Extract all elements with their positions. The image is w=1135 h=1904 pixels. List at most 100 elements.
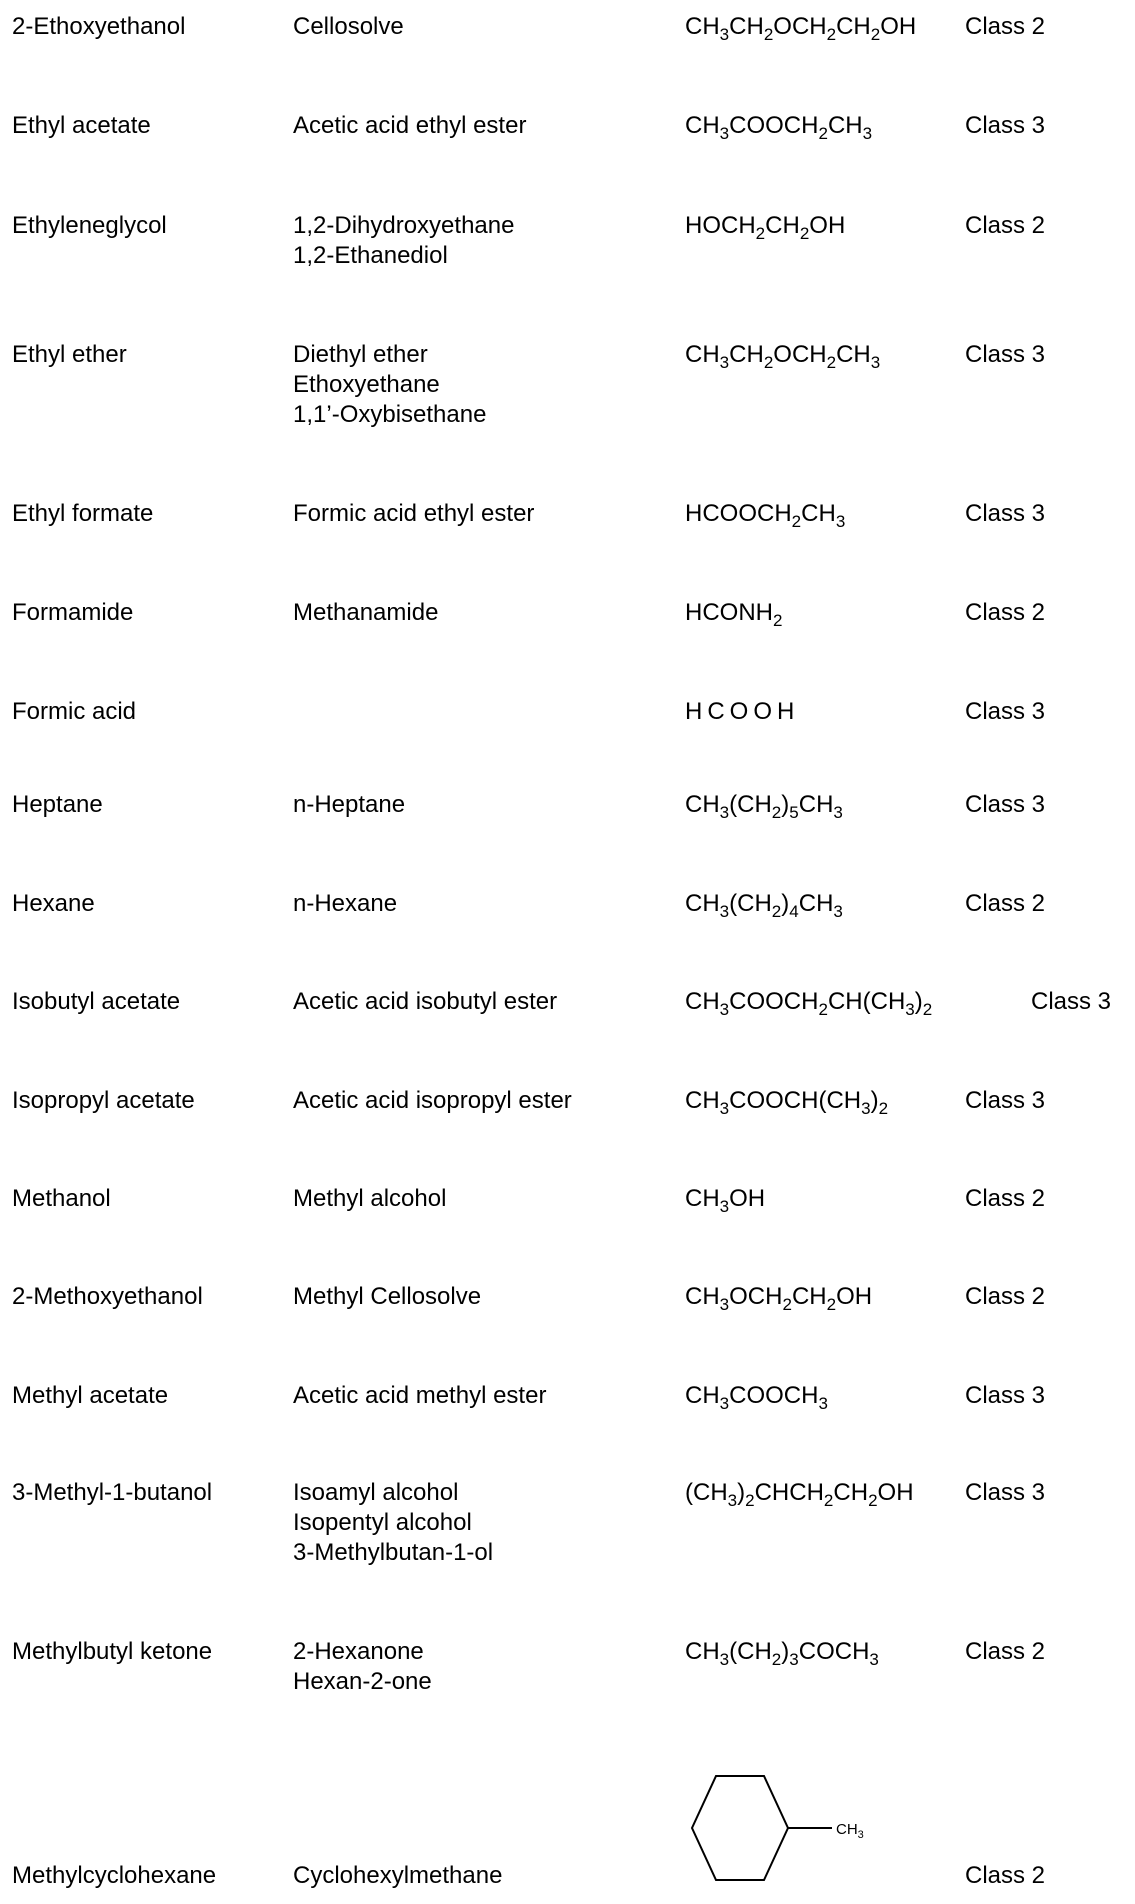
formula: CH3OH — [685, 1185, 766, 1216]
solvent-name: Isobutyl acetate — [12, 988, 181, 1015]
synonym: Formic acid ethyl ester — [293, 500, 535, 527]
table-row: Isopropyl acetate Acetic acid isopropyl … — [0, 1086, 1135, 1118]
table-row: Ethyleneglycol 1,2-Dihydroxyethane 1,2-E… — [0, 211, 1135, 269]
table-row: Methyl acetate Acetic acid methyl ester … — [0, 1381, 1135, 1413]
synonyms: 1,2-Dihydroxyethane 1,2-Ethanediol — [293, 211, 514, 271]
solvent-name: Heptane — [12, 791, 103, 818]
solvent-name: Ethyl acetate — [12, 112, 151, 139]
solvent-name: 2-Methoxyethanol — [12, 1283, 203, 1310]
formula: CH3CH2OCH2CH3 — [685, 341, 881, 372]
formula: CH3(CH2)5CH3 — [685, 791, 843, 822]
synonym: n-Heptane — [293, 791, 406, 818]
class-label: Class 2 — [965, 1638, 1046, 1665]
table-row: 2-Methoxyethanol Methyl Cellosolve CH3OC… — [0, 1282, 1135, 1314]
class-label: Class 3 — [965, 112, 1046, 139]
formula: CH3COOCH2CH3 — [685, 112, 873, 143]
formula: CH3(CH2)3COCH3 — [685, 1638, 879, 1669]
solvent-name: Ethyl formate — [12, 500, 154, 527]
synonym: 1,2-Dihydroxyethane — [293, 212, 515, 239]
solvent-name: Ethyleneglycol — [12, 212, 167, 239]
synonyms: Methyl alcohol — [293, 1184, 446, 1214]
formula: HOCH2CH2OH — [685, 212, 846, 243]
solvent-name: Hexane — [12, 890, 95, 917]
class-label: Class 2 — [965, 1862, 1046, 1889]
synonyms: Cellosolve — [293, 12, 404, 42]
cyclohexane-ring — [690, 1775, 790, 1881]
formula: HCOOCH2CH3 — [685, 500, 846, 531]
solvent-name: Formamide — [12, 599, 134, 626]
class-label: Class 2 — [965, 1185, 1046, 1212]
synonyms: 2-Hexanone Hexan-2-one — [293, 1637, 432, 1697]
solvent-name: Methanol — [12, 1185, 111, 1212]
synonyms: Acetic acid isobutyl ester — [293, 987, 557, 1017]
synonym: Acetic acid isopropyl ester — [293, 1087, 572, 1114]
class-label: Class 3 — [965, 791, 1046, 818]
formula: CH3OCH2CH2OH — [685, 1283, 873, 1314]
table-row: Methylbutyl ketone 2-Hexanone Hexan-2-on… — [0, 1637, 1135, 1695]
table-row: Ethyl formate Formic acid ethyl ester HC… — [0, 499, 1135, 531]
synonym: Isopentyl alcohol — [293, 1509, 472, 1536]
synonym: 1,2-Ethanediol — [293, 242, 448, 269]
synonym: Cellosolve — [293, 13, 404, 40]
synonym: Methanamide — [293, 599, 439, 626]
table-row: Formic acid HCOOH Class 3 — [0, 697, 1135, 725]
class-label: Class 2 — [965, 212, 1046, 239]
formula: CH3COOCH(CH3)2 — [685, 1087, 889, 1118]
class-label: Class 3 — [965, 500, 1046, 527]
formula: CH3CH2OCH2CH2OH — [685, 13, 917, 44]
synonyms: Acetic acid ethyl ester — [293, 111, 526, 141]
synonyms: Methyl Cellosolve — [293, 1282, 481, 1312]
synonyms: Diethyl ether Ethoxyethane 1,1’-Oxybiset… — [293, 340, 486, 430]
synonym: Acetic acid ethyl ester — [293, 112, 527, 139]
synonym: Methyl Cellosolve — [293, 1283, 482, 1310]
class-label: Class 3 — [965, 341, 1046, 368]
table-row: 2-Ethoxyethanol Cellosolve CH3CH2OCH2CH2… — [0, 12, 1135, 44]
formula: (CH3)2CHCH2CH2OH — [685, 1479, 914, 1510]
formula: CH3(CH2)4CH3 — [685, 890, 843, 921]
synonym: Isoamyl alcohol — [293, 1479, 459, 1506]
synonyms: Methanamide — [293, 598, 438, 628]
solvent-name: 2-Ethoxyethanol — [12, 13, 186, 40]
class-label: Class 2 — [965, 890, 1046, 917]
class-label: Class 3 — [1031, 988, 1112, 1015]
solvent-name: Methyl acetate — [12, 1382, 169, 1409]
synonyms: Acetic acid isopropyl ester — [293, 1086, 572, 1116]
methylcyclohexane-structure: CH3 — [690, 1775, 864, 1881]
synonym: Hexan-2-one — [293, 1668, 432, 1695]
synonym: Acetic acid isobutyl ester — [293, 988, 558, 1015]
formula: HCONH2 — [685, 599, 783, 630]
synonyms: Formic acid ethyl ester — [293, 499, 534, 529]
solvent-name: Ethyl ether — [12, 341, 127, 368]
synonyms: Acetic acid methyl ester — [293, 1381, 546, 1411]
class-label: Class 3 — [965, 1087, 1046, 1114]
synonym: Diethyl ether — [293, 341, 428, 368]
formula: CH3COOCH3 — [685, 1382, 828, 1413]
table-row: Methylcyclohexane Cyclohexylmethane Clas… — [0, 1861, 1135, 1889]
synonym: 3-Methylbutan-1-ol — [293, 1539, 494, 1566]
solvent-name: Isopropyl acetate — [12, 1087, 195, 1114]
synonyms: n-Hexane — [293, 889, 397, 919]
synonyms: n-Heptane — [293, 790, 405, 820]
formula: CH3COOCH2CH(CH3)2 — [685, 988, 933, 1019]
table-row: Ethyl ether Diethyl ether Ethoxyethane 1… — [0, 340, 1135, 428]
synonym: Methyl alcohol — [293, 1185, 447, 1212]
table-row: Hexane n-Hexane CH3(CH2)4CH3 Class 2 — [0, 889, 1135, 921]
synonyms: Cyclohexylmethane — [293, 1861, 502, 1891]
class-label: Class 2 — [965, 599, 1046, 626]
synonym: Ethoxyethane — [293, 371, 440, 398]
table-row: 3-Methyl-1-butanol Isoamyl alcohol Isope… — [0, 1478, 1135, 1566]
solvent-name: Formic acid — [12, 698, 137, 725]
class-label: Class 3 — [965, 1479, 1046, 1506]
synonyms: Isoamyl alcohol Isopentyl alcohol 3-Meth… — [293, 1478, 493, 1568]
synonym: n-Hexane — [293, 890, 398, 917]
class-label: Class 2 — [965, 13, 1046, 40]
table-row: Isobutyl acetate Acetic acid isobutyl es… — [0, 987, 1135, 1019]
solvent-name: Methylcyclohexane — [12, 1862, 217, 1889]
formula: HCOOH — [685, 698, 800, 725]
table-row: Heptane n-Heptane CH3(CH2)5CH3 Class 3 — [0, 790, 1135, 822]
synonym: 1,1’-Oxybisethane — [293, 401, 487, 428]
synonym: 2-Hexanone — [293, 1638, 424, 1665]
table-row: Methanol Methyl alcohol CH3OH Class 2 — [0, 1184, 1135, 1216]
table-row: Ethyl acetate Acetic acid ethyl ester CH… — [0, 111, 1135, 143]
